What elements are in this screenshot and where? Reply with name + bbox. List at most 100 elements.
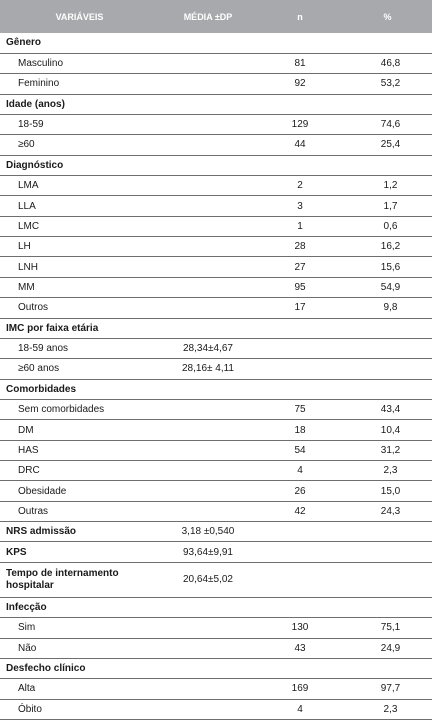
row-label: Sim: [18, 622, 36, 634]
section-row-imc: IMC por faixa etária: [0, 318, 432, 339]
row-label: MM: [18, 281, 35, 293]
table-row: HAS 54 31,2: [0, 440, 432, 461]
header-row: VARIÁVEIS MÉDIA ±DP n %: [0, 0, 432, 33]
row-pct: 1,7: [383, 200, 398, 212]
row-label: LMC: [18, 220, 40, 232]
row-label: LH: [18, 241, 31, 253]
row-label: Outras: [18, 505, 49, 517]
row-mean: 3,18 ±0,540: [181, 526, 235, 538]
row-pct: 97,7: [380, 683, 401, 695]
table-row: LH 28 16,2: [0, 237, 432, 257]
row-n: 81: [294, 58, 306, 70]
header-variaveis: VARIÁVEIS: [55, 11, 104, 22]
row-mean: [159, 257, 257, 277]
row-n: 17: [294, 302, 306, 314]
row-n: 92: [294, 78, 306, 90]
row-pct: 53,2: [380, 78, 401, 90]
row-pct: 2,3: [383, 465, 398, 477]
row-pct: 46,8: [380, 58, 401, 70]
row-n: 4: [297, 703, 303, 715]
row-label: DM: [18, 424, 34, 436]
row-pct: 75,1: [380, 622, 401, 634]
section-label: Gênero: [6, 37, 42, 49]
row-n: 44: [294, 139, 306, 151]
row-pct: 43,4: [380, 404, 401, 416]
row-pct: 1,2: [383, 180, 398, 192]
row-mean: [159, 74, 257, 94]
row-label: LLA: [18, 200, 36, 212]
row-mean: [159, 298, 257, 318]
row-pct: 15,0: [380, 485, 401, 497]
row-n: 27: [294, 261, 306, 273]
row-n: 43: [294, 642, 306, 654]
table-row: DM 18 10,4: [0, 420, 432, 441]
row-pct: 54,9: [380, 281, 401, 293]
row-label-line2: hospitalar: [6, 579, 54, 591]
table-row: Outras 42 24,3: [0, 501, 432, 522]
row-label: DRC: [18, 465, 40, 477]
row-n: 95: [294, 281, 306, 293]
table-row: Sim 130 75,1: [0, 618, 432, 639]
row-label: LNH: [18, 261, 39, 273]
section-label: Infecção: [6, 602, 47, 614]
row-label: Outros: [18, 302, 49, 314]
row-mean: [159, 135, 257, 155]
row-n: [257, 522, 343, 542]
row-label: HAS: [18, 444, 39, 456]
section-row-comorbidades: Comorbidades: [0, 379, 432, 400]
row-n: 130: [291, 622, 309, 634]
table-row: MM 95 54,9: [0, 277, 432, 298]
row-mean: [159, 277, 257, 297]
table-row: 18-59 anos 28,34±4,67: [0, 338, 432, 359]
row-pct: [343, 522, 432, 542]
section-row-diagnostico: Diagnóstico: [0, 155, 432, 176]
row-pct: 74,6: [380, 119, 401, 131]
table-row: Sem comorbidades 75 43,4: [0, 399, 432, 420]
section-label: Idade (anos): [6, 98, 65, 110]
row-mean: [159, 176, 257, 196]
row-mean: [159, 481, 257, 501]
row-label: 18-59: [18, 119, 44, 131]
row-mean: [159, 53, 257, 73]
row-mean: [159, 618, 257, 638]
row-label-line1: Tempo de internamento: [6, 567, 119, 579]
table-row: LLA 3 1,7: [0, 196, 432, 217]
section-label: Diagnóstico: [6, 159, 64, 171]
row-label: Não: [18, 642, 37, 654]
row-pct: [343, 359, 432, 379]
row-n: 54: [294, 444, 306, 456]
row-nrs: NRS admissão 3,18 ±0,540: [0, 522, 432, 542]
row-label: Alta: [18, 683, 36, 695]
row-n: [257, 338, 343, 358]
row-kps: KPS 93,64±9,91: [0, 542, 432, 563]
row-label: LMA: [18, 180, 39, 192]
row-pct: 16,2: [380, 241, 401, 253]
section-label: Desfecho clínico: [6, 663, 86, 675]
row-n: 18: [294, 424, 306, 436]
header-pct: %: [383, 11, 392, 22]
row-pct: 0,6: [383, 220, 398, 232]
row-mean: [159, 420, 257, 440]
row-mean: [159, 114, 257, 134]
table-row: Alta 169 97,7: [0, 679, 432, 700]
row-pct: [343, 542, 432, 562]
row-n: [257, 562, 343, 597]
row-mean: [159, 638, 257, 658]
row-label: ≥60: [18, 139, 35, 151]
section-row-genero: Gênero: [0, 33, 432, 54]
table-row: LMC 1 0,6: [0, 216, 432, 237]
table-row: LNH 27 15,6: [0, 257, 432, 278]
row-n: [257, 542, 343, 562]
row-n: 129: [291, 119, 309, 131]
table-row: Masculino 81 46,8: [0, 53, 432, 74]
table-row: ≥60 anos 28,16± 4,11: [0, 359, 432, 380]
row-pct: [343, 562, 432, 597]
row-mean: [159, 216, 257, 236]
table-row: Obesidade 26 15,0: [0, 481, 432, 502]
row-n: 75: [294, 404, 306, 416]
table-row: LMA 2 1,2: [0, 176, 432, 196]
row-pct: 9,8: [383, 302, 398, 314]
row-n: 28: [294, 241, 306, 253]
row-label: 18-59 anos: [18, 343, 69, 355]
